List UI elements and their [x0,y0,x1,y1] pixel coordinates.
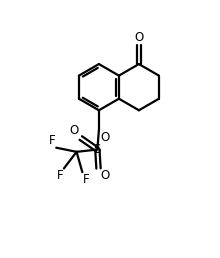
Text: F: F [83,173,90,186]
Text: O: O [69,124,78,137]
Text: F: F [49,134,55,147]
Text: S: S [94,143,101,156]
Text: O: O [100,169,109,182]
Text: O: O [134,31,143,44]
Text: F: F [57,169,63,182]
Text: O: O [101,131,110,144]
